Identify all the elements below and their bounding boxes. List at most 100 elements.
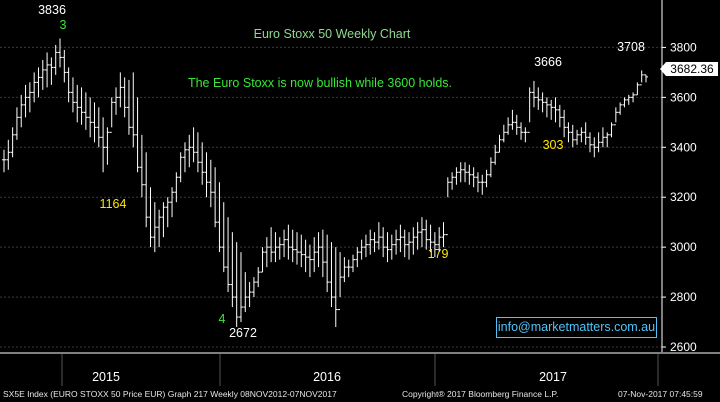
ohlc-bar [148,187,153,248]
ohlc-bar [62,49,67,83]
ohlc-bar [635,82,640,96]
price-axis: 2600 2800 3000 3200 3400 3600 3800 [661,0,697,354]
ohlc-bar [587,132,592,153]
ohlc-bar [165,197,170,228]
footer-source: SX5E Index (EURO STOXX 50 Price EUR) Gra… [3,389,337,399]
chart-subtitle: The Euro Stoxx is now bullish while 3600… [188,76,452,90]
ohlc-bar [402,229,407,258]
y-tick-label: 3400 [670,140,697,154]
ohlc-bar [493,144,498,165]
ohlc-bar [428,224,433,253]
ohlc-bar [79,87,84,125]
ohlc-bar [372,232,377,253]
y-tick-label: 3600 [670,90,697,104]
ohlc-bar [506,117,511,135]
ohlc-bar [208,159,213,208]
ohlc-bar [622,97,627,108]
footer-bar: SX5E Index (EURO STOXX 50 Price EUR) Gra… [0,386,720,402]
ohlc-bar [88,97,93,138]
ohlc-bar [40,59,45,90]
ohlc-bar [553,97,558,123]
annotation-3: 3 [60,18,67,32]
ohlc-bar [2,149,6,173]
ohlc-bar [230,232,235,308]
ohlc-bar [49,57,54,85]
y-tick-label: 3200 [670,190,697,204]
ohlc-bar [325,234,330,293]
footer-timestamp: 07-Nov-2017 07:45:59 [618,389,703,399]
ohlc-bar [299,234,304,268]
x-label-2016: 2016 [313,370,341,384]
ohlc-bar [131,72,136,148]
ohlc-bar [109,97,114,133]
ohlc-bar [626,94,631,105]
ohlc-bar [66,67,71,103]
y-tick-label: 3800 [670,40,697,54]
ohlc-bar [221,202,226,273]
ohlc-bar [256,267,261,288]
ohlc-bar [269,227,274,263]
ohlc-bar [45,52,50,88]
annotation-3836: 3836 [38,3,66,17]
ohlc-bar [277,237,282,260]
ohlc-bar [238,252,243,323]
ohlc-bar [333,247,338,328]
ohlc-bar [445,177,450,236]
ohlc-bar [411,227,416,255]
ohlc-bar [467,164,472,185]
ohlc-bar [312,237,317,273]
ohlc-bar [23,84,28,118]
ohlc-bar [501,124,506,143]
ohlc-bar [58,38,63,68]
ohlc-bar [303,239,308,273]
ohlc-bar [639,70,644,86]
ohlc-bar [126,79,131,135]
ohlc-bar [170,187,175,218]
ohlc-bar [424,219,429,250]
ohlc-bar [475,172,480,193]
annotation-3666: 3666 [534,55,562,69]
ohlc-bar [282,229,287,258]
ohlc-bar [329,242,334,308]
ohlc-bar [294,232,299,265]
ohlc-bar [53,44,58,75]
ohlc-bar [70,77,75,113]
y-tick-label: 2800 [670,290,697,304]
ohlc-bar [609,122,614,138]
ohlc-bar [450,172,455,190]
contact-email: info@marketmatters.com.au [496,317,657,338]
y-tick-label: 3000 [670,240,697,254]
ohlc-bar [118,72,123,108]
ohlc-bar [342,257,347,283]
ohlc-bar [463,162,468,183]
time-axis: 2015 2016 2017 [0,352,720,386]
ohlc-bar [204,152,209,198]
ohlc-bar [290,229,295,263]
ohlc-bar [264,237,269,268]
ohlc-bar [178,152,183,183]
ohlc-bar [570,124,575,148]
annotation-179: 179 [428,247,449,261]
annotation-4: 4 [219,312,226,326]
ohlc-bar [497,134,502,153]
ohlc-bar [488,157,493,178]
x-label-2017: 2017 [539,370,567,384]
annotation-1164: 1164 [100,197,127,211]
ohlc-bar [75,84,80,123]
ohlc-bar [14,107,19,140]
ohlc-bar [152,202,157,253]
ohlc-bar [260,247,265,273]
ohlc-bar [583,122,588,145]
ohlc-bar [273,232,278,263]
ohlc-bar [596,132,601,153]
ohlc-bar [510,109,515,130]
ohlc-bar [407,232,412,260]
ohlc-bar [200,142,205,185]
ohlc-bar [458,162,463,183]
last-price-label: 3682.36 [670,62,714,76]
ohlc-bars [2,38,648,328]
ohlc-bar [549,99,554,120]
ohlc-bar [320,229,325,278]
ohlc-bar [381,227,386,258]
ohlc-bar [527,87,532,133]
